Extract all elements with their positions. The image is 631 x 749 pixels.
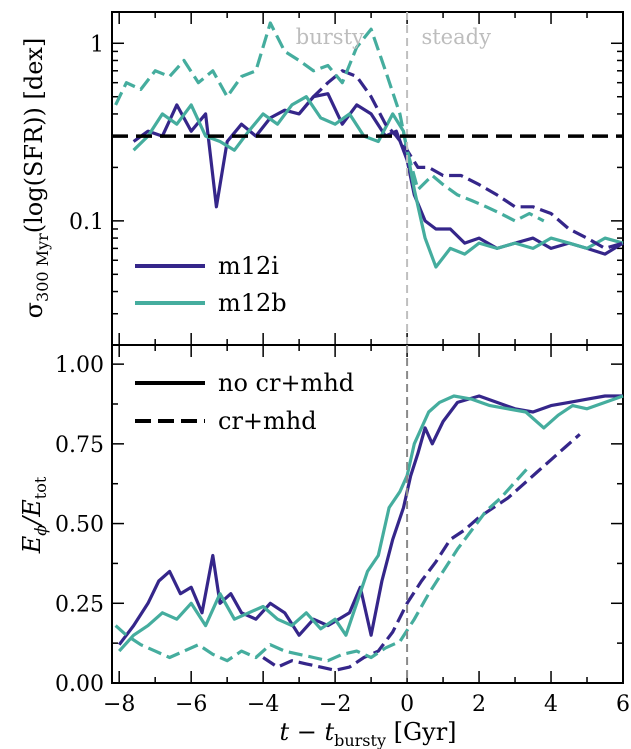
x-tick-label: −4 xyxy=(247,692,279,717)
top-series-group xyxy=(114,21,624,269)
bottom-y-tick-label: 0.00 xyxy=(55,672,104,697)
x-axis-label: t − tbursty [Gyr] xyxy=(279,718,456,749)
top-y-label-main: σ xyxy=(20,302,48,318)
x-label-rest: [Gyr] xyxy=(386,718,457,746)
legend-label-cr-mhd: cr+mhd xyxy=(218,407,317,435)
legend-label-no-cr-mhd: no cr+mhd xyxy=(218,369,354,397)
legend-label-m12i: m12i xyxy=(218,252,279,280)
top-y-tick-label: 1 xyxy=(90,32,104,57)
top-y-label-sub: 300 Myr xyxy=(33,233,52,302)
bottom-line-m12b-dashed xyxy=(114,465,531,663)
top-y-tick-label: 0.1 xyxy=(69,210,104,235)
annotation-bursty: bursty xyxy=(296,25,364,49)
x-tick-label: −2 xyxy=(319,692,351,717)
bottom-y-label-sub2: tot xyxy=(31,476,50,499)
top-line-m12i-dashed xyxy=(297,69,624,250)
x-label-sub: bursty xyxy=(334,731,386,749)
bottom-line-m12i-solid xyxy=(117,394,623,646)
x-label-main: t − t xyxy=(279,718,334,746)
top-line-m12b-dashed xyxy=(114,21,545,223)
bottom-y-tick-label: 0.50 xyxy=(55,513,104,538)
bottom-series-group xyxy=(114,394,624,672)
bottom-legend: no cr+mhd cr+mhd xyxy=(135,369,354,435)
bottom-y-axis-label: Eϕ/Etot xyxy=(18,476,50,554)
bottom-line-m12i-dashed xyxy=(262,433,581,672)
top-ticks: 0.11 xyxy=(69,12,624,346)
top-line-m12i-solid xyxy=(132,92,624,256)
top-y-axis-label: σ300 Myr(log(SFR)) [dex] xyxy=(20,38,52,319)
bottom-y-label-mid: /E xyxy=(18,499,46,527)
top-line-m12b-solid xyxy=(132,95,624,269)
top-panel: 0.11 bursty steady m12i m12b σ300 Myr(lo… xyxy=(20,11,624,346)
bottom-y-label-sub1: ϕ xyxy=(31,525,50,536)
x-tick-label: −8 xyxy=(103,692,135,717)
x-tick-label: 4 xyxy=(544,692,558,717)
bottom-line-m12b-solid xyxy=(118,394,624,653)
x-tick-label: 2 xyxy=(472,692,486,717)
x-tick-label: −6 xyxy=(175,692,207,717)
top-axes-frame xyxy=(111,11,624,346)
bottom-y-tick-label: 1.00 xyxy=(55,353,104,378)
bottom-y-label-main: E xyxy=(18,535,46,554)
bottom-panel: 0.00 0.25 0.50 0.75 1.00 −8 −6 −4 −2 0 2 4 6 no cr+m… xyxy=(18,344,630,749)
bottom-ticks: 0.00 0.25 0.50 0.75 1.00 −8 −6 −4 −2 0 2 4 6 xyxy=(55,345,630,717)
annotation-steady: steady xyxy=(421,25,491,49)
x-tick-label: 6 xyxy=(616,692,630,717)
bottom-y-tick-label: 0.25 xyxy=(55,592,104,617)
bottom-axes-frame xyxy=(111,344,624,684)
top-y-label-rest: (log(SFR)) [dex] xyxy=(20,38,48,234)
top-legend: m12i m12b xyxy=(135,252,287,317)
legend-label-m12b: m12b xyxy=(218,289,287,317)
x-tick-label: 0 xyxy=(400,692,414,717)
bottom-y-tick-label: 0.75 xyxy=(55,433,104,458)
